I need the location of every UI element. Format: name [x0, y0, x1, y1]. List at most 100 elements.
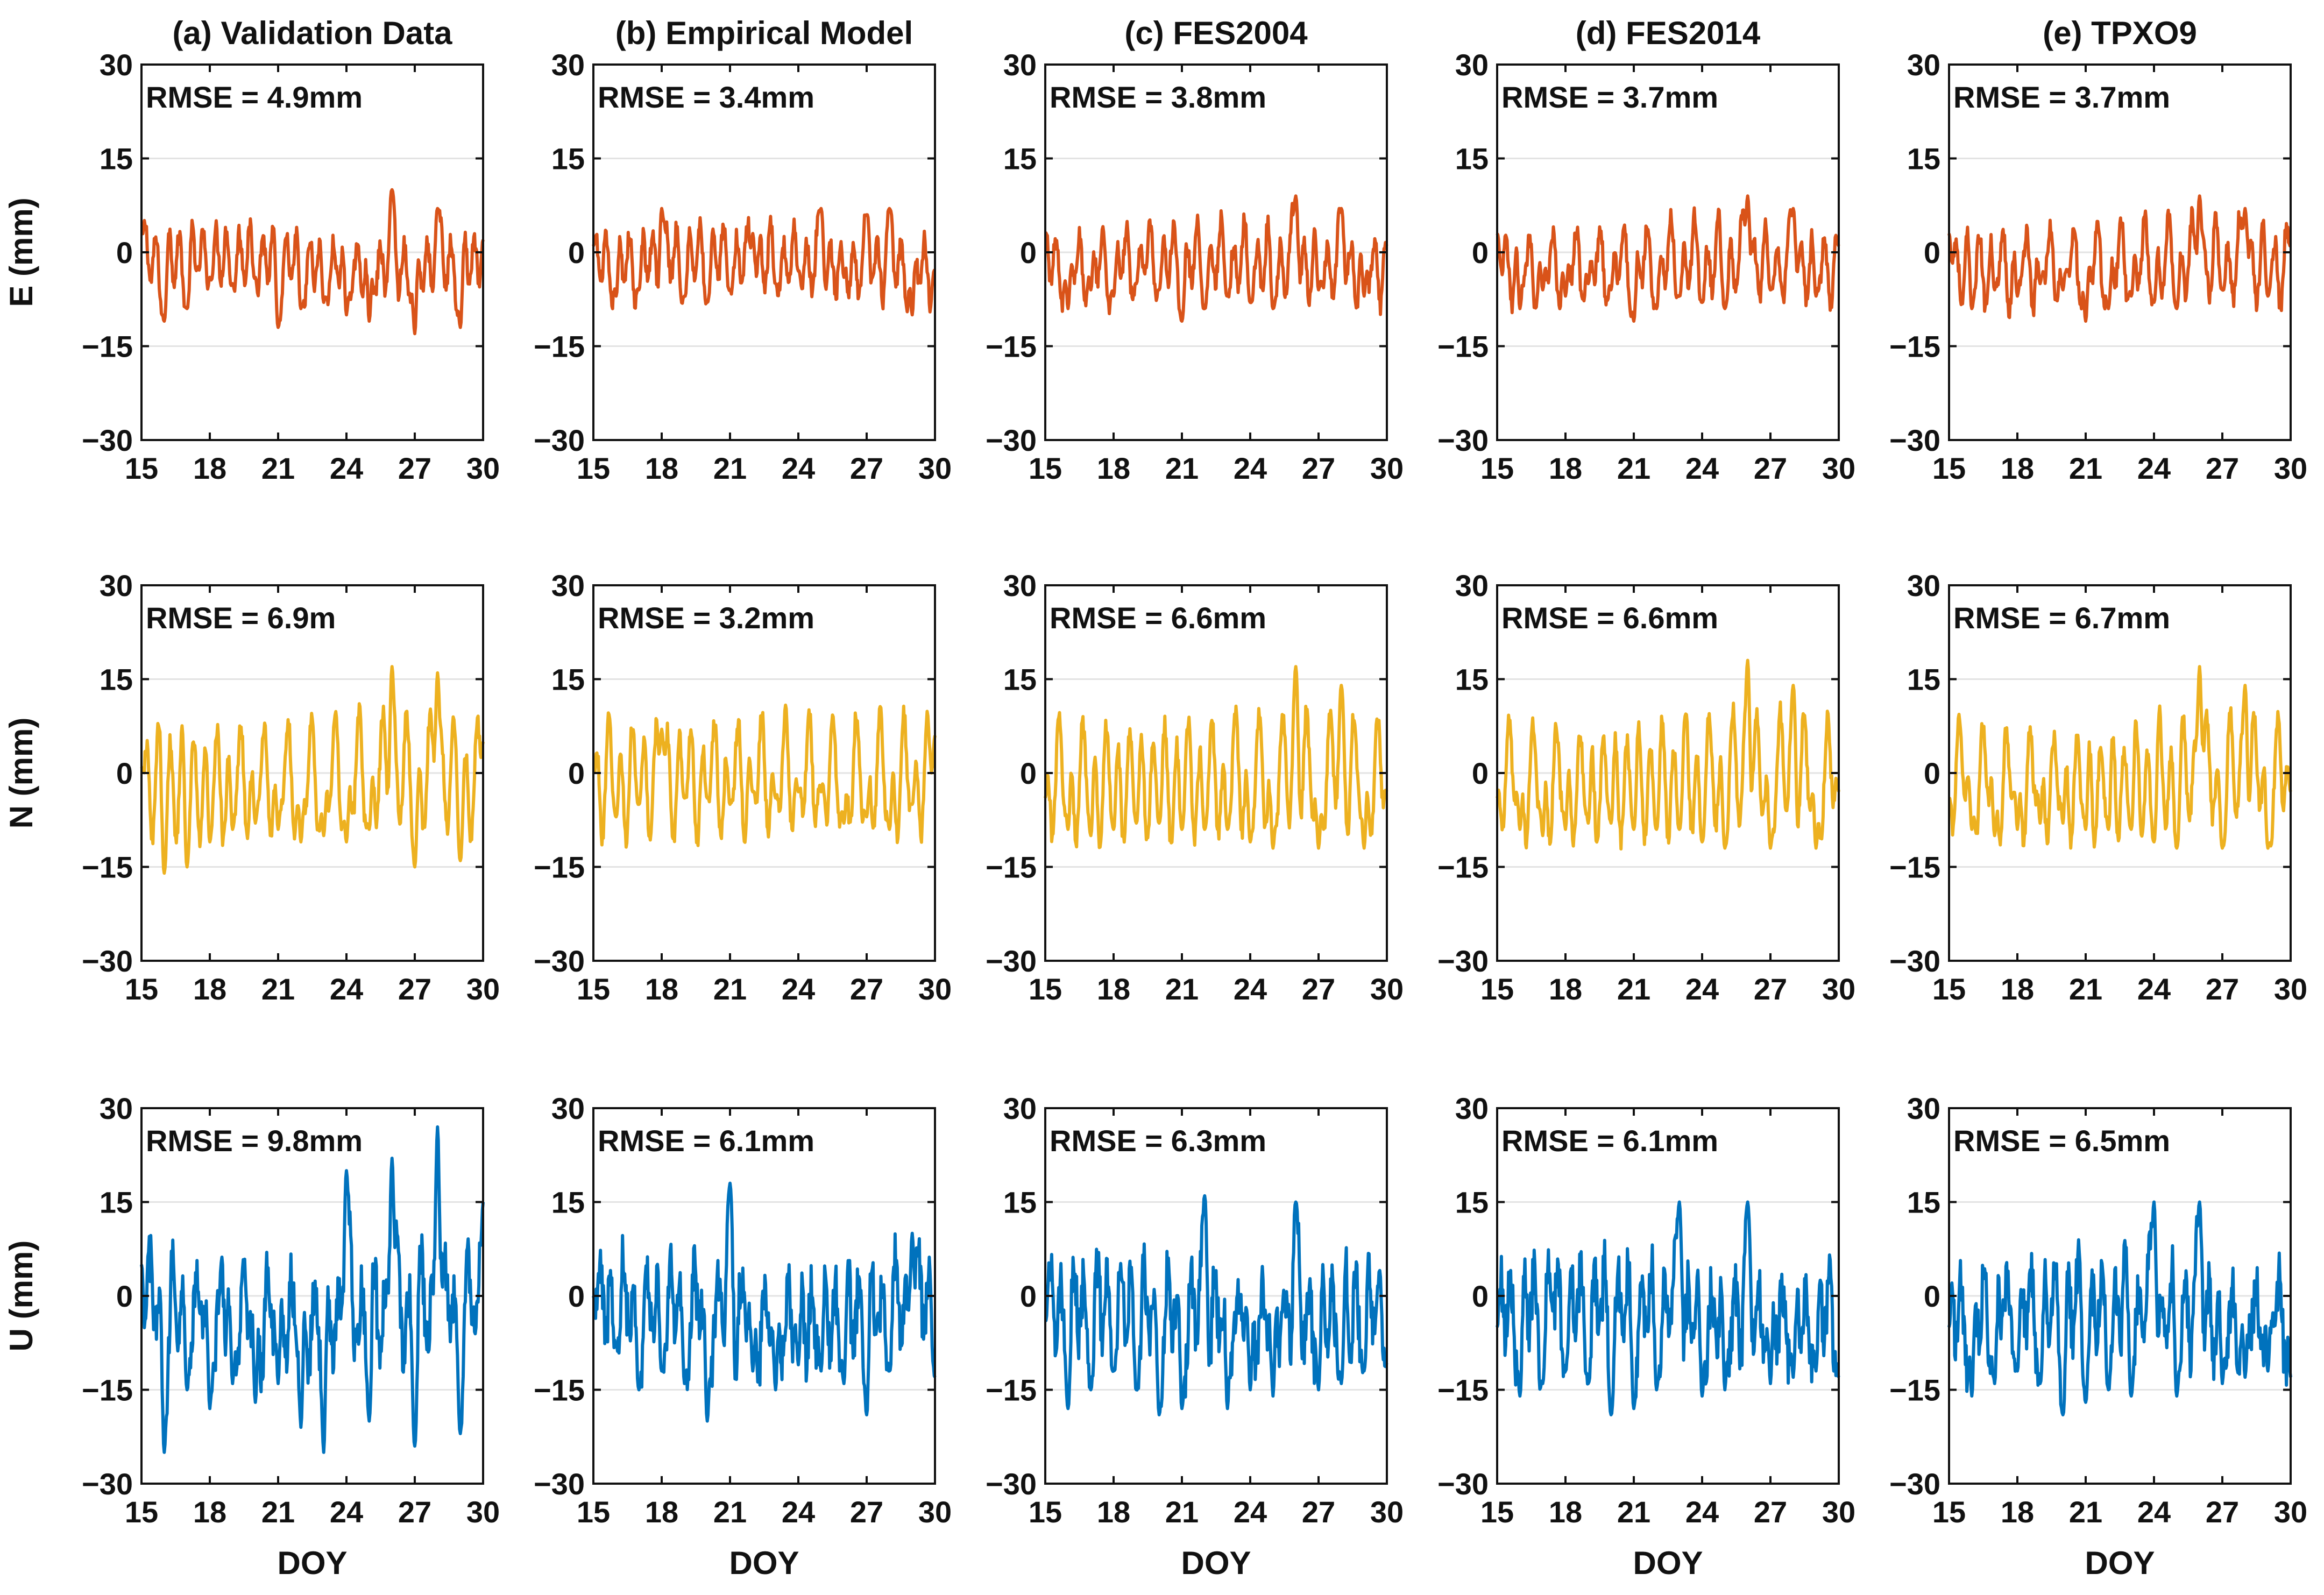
x-tick-label: 27 [1302, 1495, 1335, 1529]
y-tick-label: −30 [986, 944, 1037, 978]
y-tick-label: 15 [1907, 142, 1940, 176]
y-tick-label: 30 [100, 569, 133, 602]
y-tick-label: 30 [1003, 48, 1037, 82]
series-line-n [1044, 665, 1388, 850]
x-tick-label: 21 [1165, 972, 1199, 1006]
x-tick-label: 18 [1549, 451, 1582, 485]
y-tick-label: 15 [1003, 663, 1037, 697]
x-tick-label: 30 [2274, 451, 2307, 485]
x-tick-label: 24 [1685, 972, 1719, 1006]
x-tick-label: 24 [2137, 451, 2171, 485]
y-tick-label: 0 [116, 1279, 133, 1313]
x-tick-label: 30 [918, 1495, 952, 1529]
y-tick-label: −30 [1437, 423, 1489, 457]
y-tick-label: 15 [551, 663, 585, 697]
x-tick-label: 30 [2274, 972, 2307, 1006]
y-tick-label: −30 [534, 1467, 585, 1501]
series-line-u [140, 1125, 485, 1454]
x-tick-label: 18 [645, 451, 678, 485]
y-tick-label: 15 [100, 142, 133, 176]
x-tick-label: 30 [466, 451, 500, 485]
rmse-label: RMSE = 6.6mm [1501, 601, 1718, 635]
y-tick-label: 30 [551, 48, 585, 82]
y-axis-label: U (mm) [3, 1240, 39, 1352]
y-tick-label: 30 [1455, 48, 1489, 82]
x-tick-label: 27 [2206, 972, 2239, 1006]
x-tick-label: 15 [1029, 972, 1062, 1006]
x-tick-label: 21 [1617, 1495, 1650, 1529]
panel-title: (b) Empirical Model [615, 15, 913, 51]
series-line-u [592, 1181, 937, 1423]
x-tick-label: 18 [1549, 972, 1582, 1006]
x-tick-label: 15 [125, 1495, 158, 1529]
y-tick-label: 0 [116, 236, 133, 270]
y-tick-label: 30 [100, 1091, 133, 1125]
x-tick-label: 27 [2206, 451, 2239, 485]
x-tick-label: 21 [2069, 451, 2102, 485]
x-tick-label: 18 [1097, 1495, 1130, 1529]
y-tick-label: 30 [1003, 1091, 1037, 1125]
y-tick-label: 0 [568, 756, 585, 790]
x-tick-label: 15 [577, 451, 610, 485]
y-tick-label: −30 [986, 1467, 1037, 1501]
x-tick-label: 27 [1302, 972, 1335, 1006]
y-tick-label: 0 [1020, 236, 1037, 270]
x-tick-label: 30 [1822, 1495, 1855, 1529]
y-tick-label: 0 [1472, 1279, 1489, 1313]
y-tick-label: −15 [1889, 330, 1940, 364]
x-tick-label: 15 [1480, 451, 1514, 485]
y-tick-label: 0 [1020, 1279, 1037, 1313]
x-tick-label: 21 [261, 972, 295, 1006]
y-tick-label: −15 [82, 1373, 133, 1407]
series-line-n [140, 665, 485, 875]
x-tick-label: 18 [2001, 1495, 2034, 1529]
y-tick-label: −15 [986, 850, 1037, 884]
x-tick-label: 24 [330, 451, 363, 485]
y-tick-label: −15 [82, 850, 133, 884]
y-tick-label: −30 [1889, 1467, 1940, 1501]
x-tick-label: 15 [1029, 1495, 1062, 1529]
y-tick-label: −30 [986, 423, 1037, 457]
y-tick-label: 15 [1455, 663, 1489, 697]
y-tick-label: 30 [551, 1091, 585, 1125]
rmse-label: RMSE = 3.4mm [598, 80, 814, 114]
x-tick-label: 18 [1097, 972, 1130, 1006]
x-tick-label: 24 [2137, 1495, 2171, 1529]
series-line-u [1947, 1200, 2292, 1416]
y-axis-label: E (mm) [3, 197, 39, 307]
x-axis-label: DOY [1181, 1545, 1251, 1581]
rmse-label: RMSE = 3.7mm [1501, 80, 1718, 114]
rmse-label: RMSE = 6.1mm [1501, 1124, 1718, 1158]
y-tick-label: 15 [1907, 663, 1940, 697]
x-tick-label: 27 [1754, 1495, 1787, 1529]
y-tick-label: 0 [568, 1279, 585, 1313]
y-tick-label: 15 [100, 1186, 133, 1220]
x-tick-label: 21 [1165, 451, 1199, 485]
x-tick-label: 15 [1480, 972, 1514, 1006]
y-tick-label: −30 [1437, 944, 1489, 978]
x-tick-label: 21 [713, 972, 747, 1006]
series-line-u [1496, 1200, 1840, 1416]
y-tick-label: 30 [1907, 48, 1940, 82]
x-tick-label: 24 [1685, 1495, 1719, 1529]
panel-title: (c) FES2004 [1124, 15, 1308, 51]
rmse-label: RMSE = 4.9mm [146, 80, 363, 114]
x-tick-label: 30 [1370, 451, 1404, 485]
x-tick-label: 15 [1932, 451, 1966, 485]
y-tick-label: −30 [1889, 944, 1940, 978]
x-axis-label: DOY [2085, 1545, 2155, 1581]
x-tick-label: 15 [125, 972, 158, 1006]
x-tick-label: 21 [713, 1495, 747, 1529]
y-tick-label: 0 [1472, 236, 1489, 270]
y-tick-label: −15 [1889, 850, 1940, 884]
x-tick-label: 30 [1370, 1495, 1404, 1529]
y-tick-label: 15 [1455, 1186, 1489, 1220]
x-tick-label: 21 [261, 1495, 295, 1529]
